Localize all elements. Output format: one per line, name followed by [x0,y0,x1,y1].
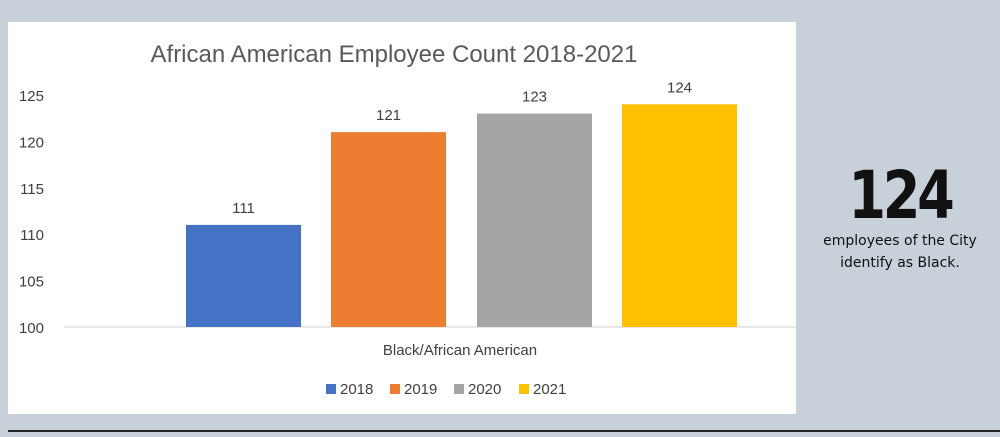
y-tick-label: 120 [19,134,44,151]
stat-callout: 124 employees of the City identify as Bl… [800,160,1000,274]
stat-caption-line-1: employees of the City [823,233,977,249]
bar-chart: African American Employee Count 2018-202… [19,41,796,398]
stat-caption: employees of the City identify as Black. [800,230,1000,274]
x-category-label: Black/African American [383,342,537,359]
data-label-2018: 111 [232,200,255,217]
bar-2020 [477,113,592,327]
legend-swatch-2018 [326,384,336,394]
legend-swatch-2020 [454,384,464,394]
y-tick-label: 115 [20,181,44,198]
y-tick-label: 100 [19,320,44,337]
data-label-2020: 123 [522,89,547,106]
bar-2021 [622,104,737,327]
chart-title: African American Employee Count 2018-202… [151,41,638,68]
y-tick-label: 105 [19,274,44,291]
bottom-divider [8,430,1000,432]
bar-2018 [186,224,301,327]
stat-number: 124 [848,157,954,234]
legend-swatch-2021 [519,384,529,394]
y-tick-label: 125 [19,88,44,105]
legend-swatch-2019 [390,384,400,394]
data-label-2021: 124 [667,79,692,96]
legend-label-2020: 2020 [468,381,501,398]
legend-label-2019: 2019 [404,381,437,398]
chart-panel: African American Employee Count 2018-202… [8,22,796,414]
data-label-2019: 121 [376,107,401,124]
bar-2019 [331,132,446,327]
y-tick-label: 110 [20,227,44,244]
legend-label-2021: 2021 [533,381,566,398]
legend-label-2018: 2018 [340,381,373,398]
stat-caption-line-2: identify as Black. [840,255,960,271]
